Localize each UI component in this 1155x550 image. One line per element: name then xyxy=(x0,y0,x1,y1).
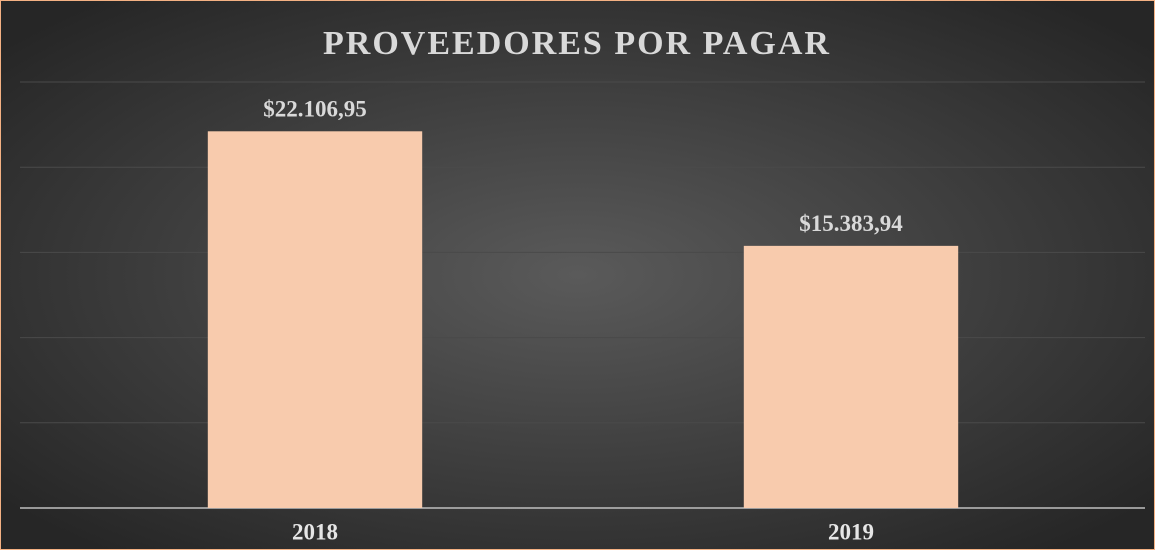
data-label: $22.106,95 xyxy=(263,97,367,122)
data-label: $15.383,94 xyxy=(799,211,903,236)
bar xyxy=(743,245,959,508)
x-tick-label: 2018 xyxy=(292,519,338,544)
bar xyxy=(207,131,423,508)
chart-title: PROVEEDORES POR PAGAR xyxy=(323,25,831,62)
x-tick-label: 2019 xyxy=(828,519,874,544)
